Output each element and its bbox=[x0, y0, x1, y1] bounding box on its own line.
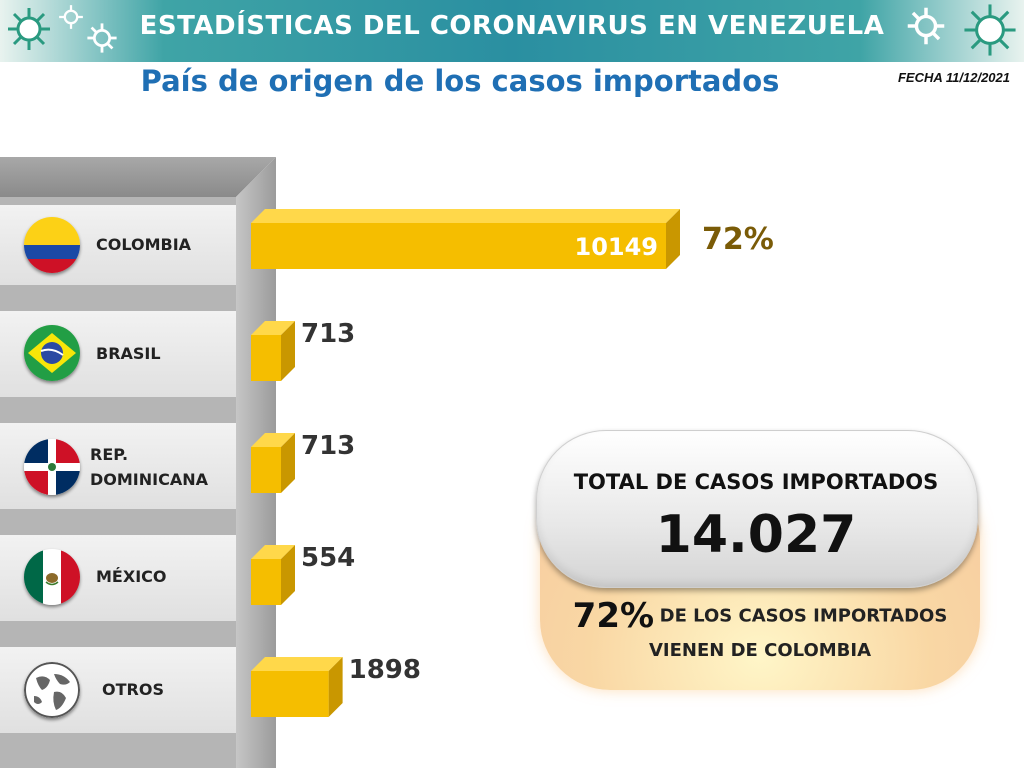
bar-value-label: 713 bbox=[301, 319, 356, 349]
bar-brasil bbox=[251, 321, 295, 381]
row-separator bbox=[0, 733, 236, 768]
total-box bbox=[536, 430, 978, 588]
country-name: OTROS bbox=[102, 680, 164, 699]
mexico-flag-icon bbox=[24, 549, 80, 605]
list-item: REP. DOMINICANA bbox=[0, 423, 236, 509]
bar-otros bbox=[251, 657, 343, 717]
list-item: MÉXICO bbox=[0, 535, 236, 621]
bar-m-xico bbox=[251, 545, 295, 605]
total-title: TOTAL DE CASOS IMPORTADOS bbox=[573, 470, 939, 494]
total-number: 14.027 bbox=[655, 505, 857, 565]
virus-icon bbox=[59, 5, 83, 29]
list-item: OTROS bbox=[0, 647, 236, 733]
virus-icon bbox=[87, 23, 117, 53]
note-line-1: DE LOS CASOS IMPORTADOS bbox=[659, 605, 948, 627]
brazil-flag-icon bbox=[24, 325, 80, 381]
header-banner: ESTADÍSTICAS DEL CORONAVIRUS EN VENEZUEL… bbox=[0, 0, 1024, 62]
report-date: FECHA 11/12/2021 bbox=[897, 70, 1010, 85]
virus-icon bbox=[907, 7, 945, 45]
country-panel: COLOMBIA BRASIL REP. DOMINICAN bbox=[0, 157, 276, 768]
bar-value-label: 713 bbox=[301, 431, 356, 461]
panel-top-bevel bbox=[0, 157, 276, 197]
bar-colombia bbox=[251, 209, 680, 269]
list-item: BRASIL bbox=[0, 311, 236, 397]
bar-value-label: 1898 bbox=[348, 655, 421, 685]
virus-icon bbox=[8, 8, 50, 50]
country-name: COLOMBIA bbox=[96, 235, 192, 254]
bar-value-label: 554 bbox=[301, 543, 356, 573]
country-name: REP. bbox=[90, 445, 129, 464]
list-item: COLOMBIA bbox=[0, 205, 236, 285]
row-separator bbox=[0, 285, 236, 311]
bar-rep-dominicana bbox=[251, 433, 295, 493]
note-percent: 72% bbox=[572, 596, 655, 636]
main-title: ESTADÍSTICAS DEL CORONAVIRUS EN VENEZUEL… bbox=[139, 11, 885, 41]
row-separator bbox=[0, 197, 236, 205]
summary-note: 72% DE LOS CASOS IMPORTADOS VIENEN DE CO… bbox=[540, 596, 980, 661]
chart-subtitle: País de origen de los casos importados bbox=[140, 64, 780, 98]
globe-icon bbox=[24, 662, 80, 718]
country-name: MÉXICO bbox=[96, 567, 167, 586]
row-separator bbox=[0, 509, 236, 535]
row-separator bbox=[0, 397, 236, 423]
virus-icon bbox=[964, 4, 1016, 56]
note-line-2: VIENEN DE COLOMBIA bbox=[648, 640, 872, 661]
country-name: DOMINICANA bbox=[90, 470, 208, 489]
row-separator bbox=[0, 621, 236, 647]
country-name: BRASIL bbox=[96, 344, 161, 363]
highlight-percent-label: 72% bbox=[702, 222, 774, 257]
bar-value-label: 10149 bbox=[574, 233, 659, 261]
